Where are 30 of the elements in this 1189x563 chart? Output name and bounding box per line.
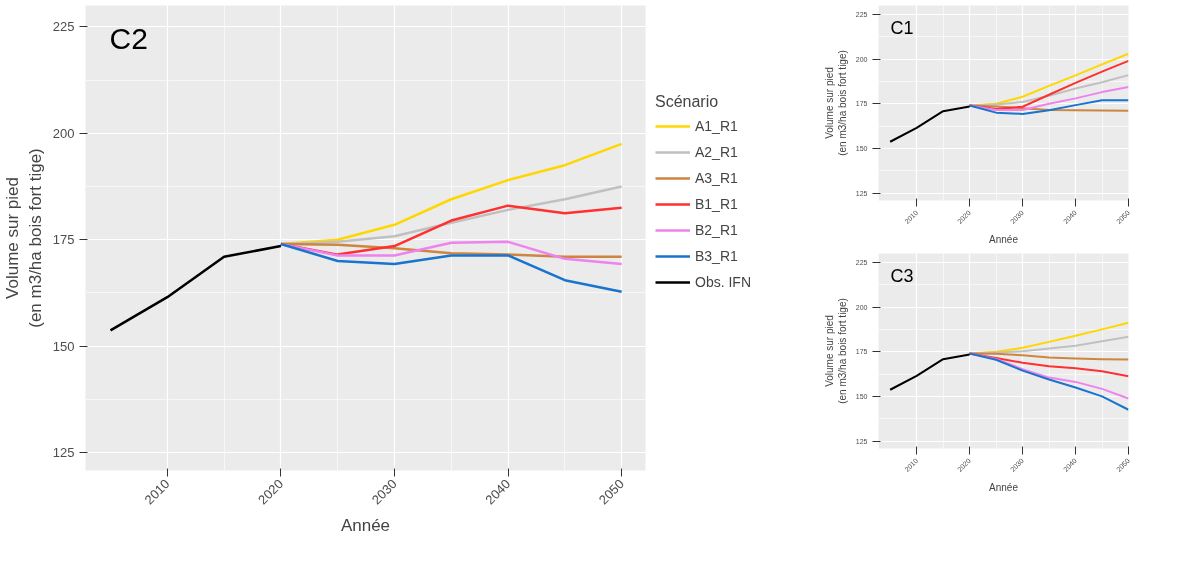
legend-label: A3_R1	[695, 170, 738, 186]
line-series	[889, 105, 971, 143]
line-series	[968, 352, 1129, 411]
text: C2	[109, 21, 148, 55]
x-axis-title: Année	[989, 234, 1019, 246]
line-series	[968, 74, 1129, 107]
y-axis-title: Volume sur pied (en m3/ha bois fort tige)	[823, 50, 848, 156]
line-series	[968, 99, 1129, 115]
legend-label: B2_R1	[695, 222, 738, 238]
y-axis-title: Volume sur pied (en m3/ha bois fort tige)	[823, 298, 848, 404]
legend-label: B1_R1	[695, 196, 738, 212]
y-tick-label: 175	[52, 232, 75, 248]
legend-title: Scénario	[655, 93, 720, 111]
line-series	[889, 353, 971, 391]
line-series	[109, 244, 283, 332]
y-axis-title: Volume sur pied (en m3/ha bois fort tige)	[3, 148, 45, 328]
legend-label: Obs. IFN	[695, 274, 752, 290]
text: C1	[890, 17, 914, 38]
y-tick-label: 150	[52, 338, 75, 354]
x-axis-title: Année	[989, 482, 1019, 494]
y-tick-label: 200	[52, 125, 75, 141]
y-tick-label: 225	[52, 19, 75, 35]
legend-label: A1_R1	[695, 118, 738, 134]
y-tick-label: 125	[52, 445, 75, 461]
line-series	[279, 242, 623, 293]
legend-label: A2_R1	[695, 144, 738, 160]
x-axis-title: Année	[340, 516, 391, 536]
text: C3	[890, 265, 914, 286]
legend-label: B3_R1	[695, 248, 738, 264]
line-series	[968, 335, 1129, 355]
